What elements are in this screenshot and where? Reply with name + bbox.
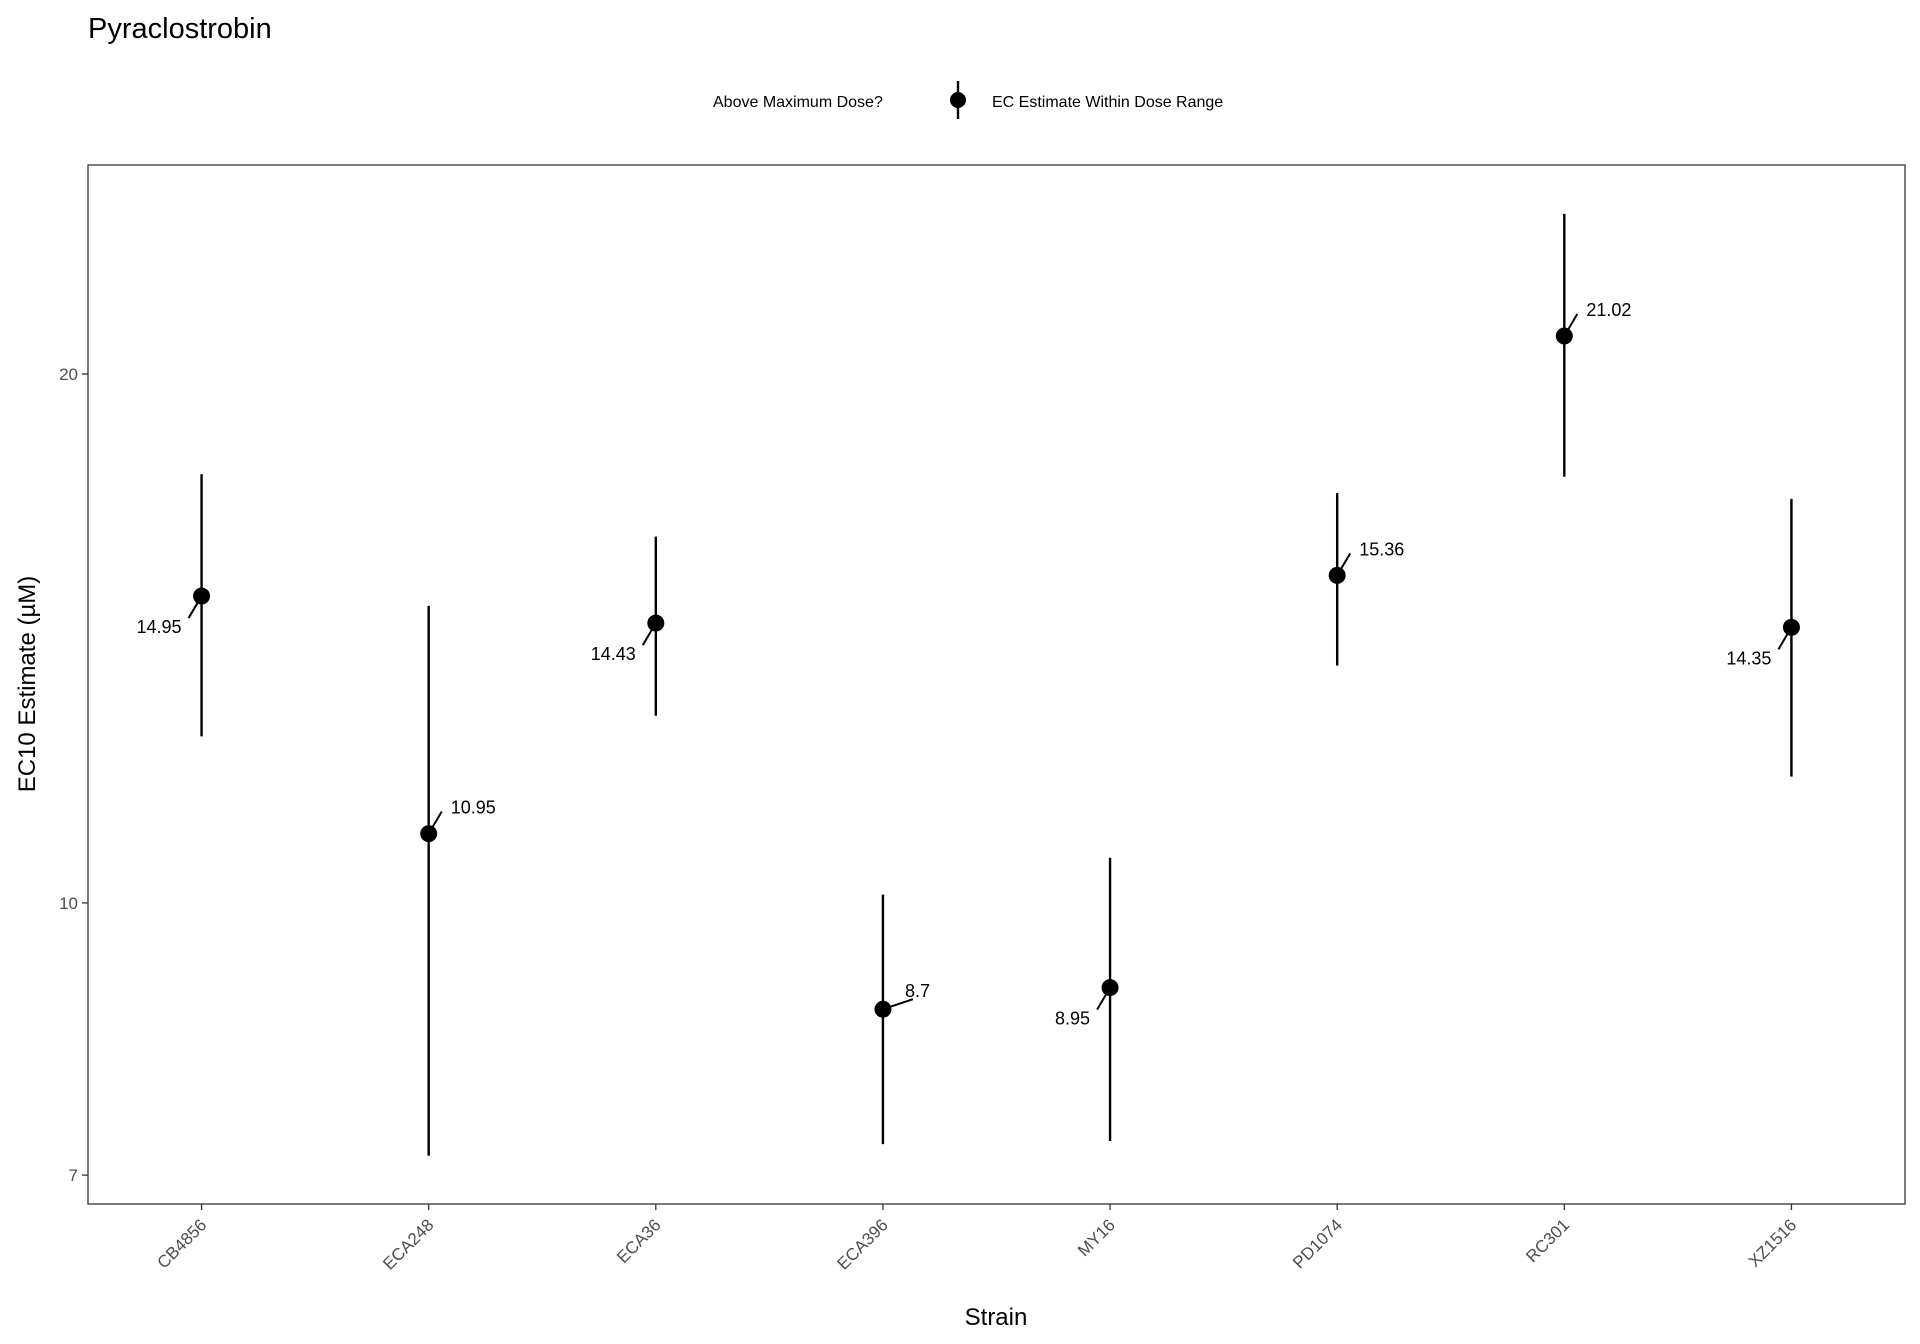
x-tick-label: ECA36 bbox=[613, 1215, 665, 1267]
legend-point-key bbox=[950, 92, 966, 108]
x-tick-label: RC301 bbox=[1522, 1215, 1573, 1266]
data-label: 14.95 bbox=[137, 617, 182, 637]
x-tick-label: CB4856 bbox=[154, 1215, 211, 1272]
label-leader-line bbox=[1563, 313, 1579, 337]
label-leader-line bbox=[1777, 626, 1793, 650]
label-leader-line bbox=[1336, 552, 1352, 576]
y-tick-label: 10 bbox=[59, 894, 78, 913]
label-leader-line bbox=[641, 622, 657, 646]
label-leader-line bbox=[1096, 987, 1111, 1011]
x-tick-label: ECA248 bbox=[379, 1215, 437, 1273]
data-label: 8.95 bbox=[1055, 1009, 1090, 1029]
data-marks: 14.95 10.95 14.43 8.7 8.95 15.36 21.02 14.35 bbox=[137, 213, 1800, 1156]
data-label: 21.02 bbox=[1586, 300, 1631, 320]
y-axis: 7 10 20 bbox=[59, 365, 88, 1185]
legend-entry: EC Estimate Within Dose Range bbox=[992, 94, 1223, 111]
y-axis-title: EC10 Estimate (µM) bbox=[14, 576, 41, 793]
x-tick-label: MY16 bbox=[1074, 1215, 1119, 1260]
legend: Above Maximum Dose? EC Estimate Within D… bbox=[713, 81, 1223, 119]
y-tick-label: 20 bbox=[59, 365, 78, 384]
x-axis-title: Strain bbox=[965, 1304, 1028, 1331]
label-leader-line bbox=[882, 998, 914, 1011]
x-axis: CB4856 ECA248 ECA36 ECA396 MY16 PD1074 RC301 XZ… bbox=[154, 1204, 1801, 1274]
plot-panel bbox=[87, 164, 1906, 1205]
legend-title: Above Maximum Dose? bbox=[713, 94, 883, 111]
chart-title: Pyraclostrobin bbox=[88, 13, 272, 45]
data-label: 14.43 bbox=[591, 644, 636, 664]
label-leader-line bbox=[427, 811, 443, 835]
x-tick-label: ECA396 bbox=[834, 1215, 892, 1273]
label-leader-line bbox=[187, 595, 203, 619]
y-tick-label: 7 bbox=[69, 1166, 78, 1185]
data-label: 14.35 bbox=[1726, 648, 1771, 668]
data-label: 15.36 bbox=[1359, 539, 1404, 559]
x-tick-label: PD1074 bbox=[1289, 1215, 1346, 1272]
data-label: 10.95 bbox=[451, 798, 496, 818]
x-tick-label: XZ1516 bbox=[1745, 1215, 1801, 1271]
data-label: 8.7 bbox=[905, 981, 930, 1001]
